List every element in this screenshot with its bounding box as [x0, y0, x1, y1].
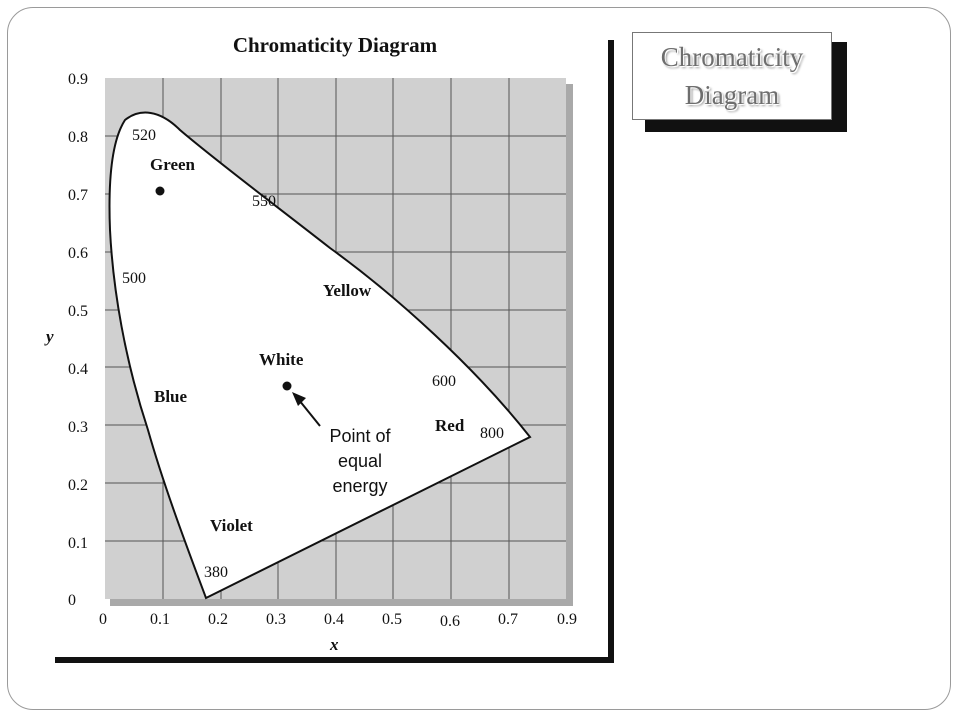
x-tick: 0.9: [557, 611, 577, 628]
wavelength-label-550: 550: [252, 193, 276, 210]
y-tick: 0.8: [68, 129, 88, 146]
annotation-line: equal: [338, 451, 382, 471]
arrow-shaft: [298, 399, 321, 427]
callout-title-line-2: Diagram: [684, 80, 780, 110]
region-label-red: Red: [435, 416, 465, 435]
figure-shadow-bottom: [55, 657, 614, 663]
wavelength-label-800: 800: [480, 425, 504, 442]
y-tick: 0: [68, 592, 76, 609]
x-tick: 0.5: [382, 611, 402, 628]
region-label-blue: Blue: [154, 387, 188, 406]
x-tick: 0.6: [440, 613, 460, 630]
y-tick: 0.5: [68, 303, 88, 320]
region-label-white: White: [259, 350, 304, 369]
figure-shadow-right: [608, 40, 614, 663]
x-tick: 0.1: [150, 611, 170, 628]
y-tick: 0.1: [68, 535, 88, 552]
y-tick: 0.6: [68, 245, 88, 262]
y-tick: 0.2: [68, 477, 88, 494]
wavelength-label-380: 380: [204, 564, 228, 581]
arrow-head: [292, 392, 306, 406]
y-tick: 0.7: [68, 187, 88, 204]
y-tick: 0.3: [68, 419, 88, 436]
region-label-green: Green: [150, 155, 196, 174]
x-tick: 0: [99, 611, 107, 628]
callout-title-line-1: Chromaticity: [660, 42, 804, 72]
x-axis-label: x: [329, 635, 339, 654]
y-axis-label: y: [44, 327, 54, 346]
y-tick: 0.4: [68, 361, 88, 378]
region-label-yellow: Yellow: [323, 281, 372, 300]
spectral-locus: [108, 111, 532, 600]
region-label-violet: Violet: [210, 516, 253, 535]
white-point: [282, 381, 292, 391]
callout-title: Chromaticity Diagram: [661, 38, 803, 114]
annotation-line: energy: [332, 476, 387, 496]
x-tick: 0.2: [208, 611, 228, 628]
wavelength-label-600: 600: [432, 373, 456, 390]
y-tick: 0.9: [68, 71, 88, 88]
wavelength-label-500: 500: [122, 270, 146, 287]
wavelength-label-520: 520: [132, 127, 156, 144]
annotation-arrow: [292, 392, 321, 427]
x-tick: 0.4: [324, 611, 344, 628]
figure-title: Chromaticity Diagram: [232, 33, 438, 57]
x-tick: 0.7: [498, 611, 518, 628]
title-callout: Chromaticity Diagram: [632, 32, 832, 120]
annotation-line: Point of: [329, 426, 391, 446]
green-point: [155, 186, 165, 196]
x-tick: 0.3: [266, 611, 286, 628]
